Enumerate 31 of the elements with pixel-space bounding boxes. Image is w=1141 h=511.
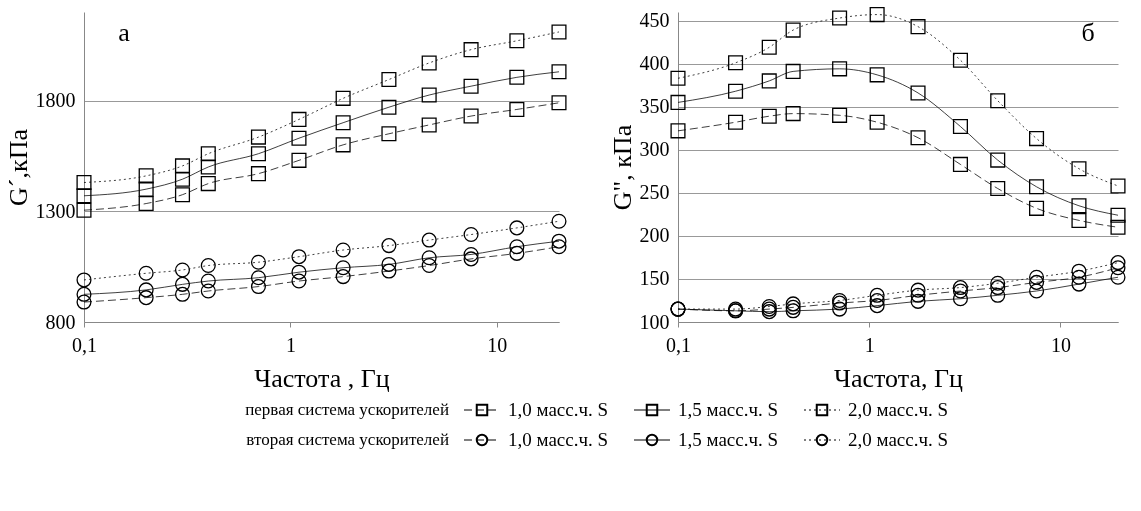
text: вторая система ускорителей: [246, 430, 449, 449]
annotation: а: [118, 18, 131, 47]
y-tick-label: 1300: [35, 199, 76, 222]
y-tick-label: 800: [45, 310, 76, 333]
y-tick-label: 150: [639, 267, 670, 290]
x-axis-title: Частота , Гц: [254, 363, 390, 393]
y-axis-title: G", кПа: [607, 124, 637, 211]
y-tick-label: 400: [639, 52, 670, 75]
y-tick-label: 350: [639, 95, 670, 118]
annotation: б: [1081, 18, 1095, 47]
legend-label: 2,0 масс.ч. S: [848, 399, 949, 420]
x-tick-label: 1: [864, 333, 875, 356]
x-tick-label: 10: [487, 333, 508, 356]
x-tick-label: 10: [1050, 333, 1071, 356]
y-tick-label: 100: [639, 310, 670, 333]
y-tick-label: 1800: [35, 89, 76, 112]
legend-label: 1,5 масс.ч. S: [678, 399, 779, 420]
y-axis-title: G´,кПа: [3, 128, 33, 206]
legend-label: 1,0 масс.ч. S: [508, 429, 609, 450]
y-tick-label: 250: [639, 181, 670, 204]
y-tick-label: 450: [639, 9, 670, 32]
y-tick-label: 200: [639, 224, 670, 247]
x-tick-label: 0,1: [72, 333, 97, 356]
legend-label: 1,5 масс.ч. S: [678, 429, 779, 450]
text: первая система ускорителей: [245, 400, 449, 419]
legend-label: 2,0 масс.ч. S: [848, 429, 949, 450]
x-tick-label: 1: [285, 333, 296, 356]
y-tick-label: 300: [639, 138, 670, 161]
legend-label: 1,0 масс.ч. S: [508, 399, 609, 420]
x-axis-title: Частота, Гц: [834, 363, 963, 393]
x-tick-label: 0,1: [666, 333, 691, 356]
